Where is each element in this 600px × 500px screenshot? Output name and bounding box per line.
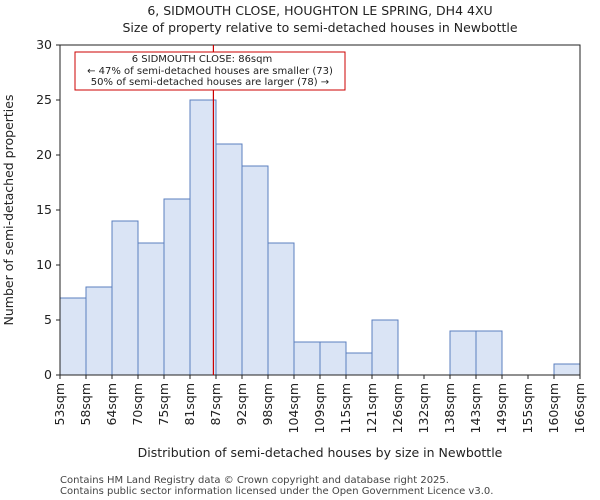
x-axis: 53sqm 58sqm 64sqm 70sqm 75sqm 81sqm 87sqm 92sqm… (52, 375, 587, 433)
x-tick-label: 132sqm (416, 383, 431, 433)
y-tick-label: 0 (44, 367, 52, 382)
x-tick-label: 115sqm (338, 383, 353, 433)
x-tick-label: 166sqm (572, 383, 587, 433)
x-axis-label: Distribution of semi-detached houses by … (138, 445, 503, 460)
bar-109sqm (319, 341, 347, 376)
footer-line-1: Contains HM Land Registry data © Crown c… (60, 475, 449, 486)
bar-53sqm (59, 297, 87, 376)
footer-line-2: Contains public sector information licen… (60, 486, 493, 497)
x-tick-label: 143sqm (468, 383, 483, 433)
y-axis: 0 5 10 15 20 25 30 (36, 37, 60, 382)
annotation-box (74, 51, 346, 91)
x-tick-label: 160sqm (546, 383, 561, 433)
bars-group (59, 99, 581, 376)
bar-81sqm (189, 99, 217, 376)
x-tick-label: 138sqm (442, 383, 457, 433)
y-tick-label: 20 (36, 147, 52, 162)
chart-subtitle: Size of property relative to semi-detach… (122, 20, 517, 35)
x-tick-label: 92sqm (234, 383, 249, 426)
bar-98sqm (267, 242, 295, 376)
bar-64sqm (111, 220, 139, 376)
x-tick-label: 81sqm (182, 383, 197, 426)
y-tick-label: 10 (36, 257, 52, 272)
y-tick-label: 5 (44, 312, 52, 327)
bar-160sqm (553, 363, 581, 376)
y-tick-label: 15 (36, 202, 52, 217)
x-tick-label: 104sqm (286, 383, 301, 433)
annotation-line-1: 6 SIDMOUTH CLOSE: 86sqm (132, 54, 272, 65)
x-tick-label: 53sqm (52, 383, 67, 426)
x-tick-label: 75sqm (156, 383, 171, 426)
y-tick-label: 25 (36, 92, 52, 107)
plot-frame (59, 44, 581, 376)
bar-143sqm (475, 330, 503, 376)
chart-title: 6, SIDMOUTH CLOSE, HOUGHTON LE SPRING, D… (147, 3, 492, 18)
bar-58sqm (85, 286, 113, 376)
x-tick-label: 155sqm (520, 383, 535, 433)
bar-70sqm (137, 242, 165, 376)
x-tick-label: 149sqm (494, 383, 509, 433)
bar-87sqm (215, 143, 243, 376)
x-tick-label: 121sqm (364, 383, 379, 433)
bar-92sqm (241, 165, 269, 376)
annotation-line-2: ← 47% of semi-detached houses are smalle… (87, 66, 333, 77)
x-tick-label: 64sqm (104, 383, 119, 426)
x-tick-label: 98sqm (260, 383, 275, 426)
x-tick-label: 126sqm (390, 383, 405, 433)
annotation-line-3: 50% of semi-detached houses are larger (… (91, 77, 329, 88)
x-tick-label: 109sqm (312, 383, 327, 433)
bar-121sqm (371, 319, 399, 376)
x-tick-label: 70sqm (130, 383, 145, 426)
bar-104sqm (293, 341, 321, 376)
y-tick-label: 30 (36, 37, 52, 52)
bar-75sqm (163, 198, 191, 376)
bar-138sqm (449, 330, 477, 376)
y-axis-label: Number of semi-detached properties (1, 95, 16, 326)
x-tick-label: 58sqm (78, 383, 93, 426)
bar-115sqm (345, 352, 373, 376)
x-tick-label: 87sqm (208, 383, 223, 426)
